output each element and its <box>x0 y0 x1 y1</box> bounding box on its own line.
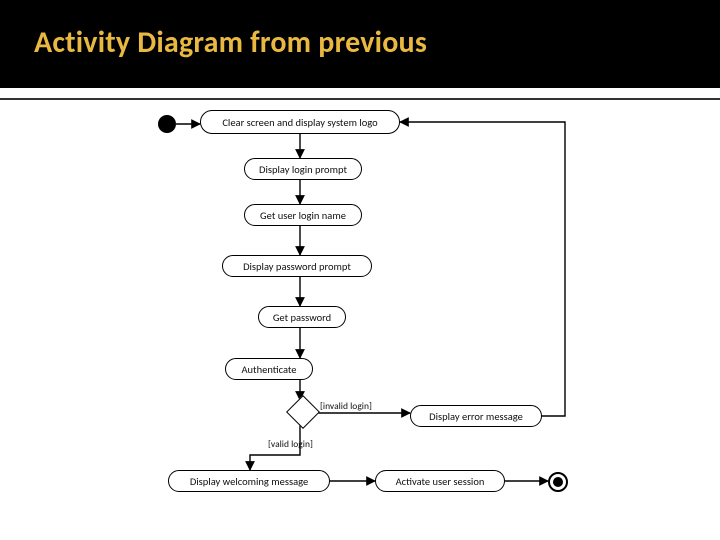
end-node <box>548 472 568 492</box>
action-node: Activate user session <box>375 470 505 492</box>
action-node: Get user login name <box>244 204 362 226</box>
action-node: Display login prompt <box>244 158 362 180</box>
action-node: Get password <box>258 306 346 328</box>
action-node: Display welcoming message <box>168 470 330 492</box>
action-node: Authenticate <box>225 358 313 380</box>
action-node: Display error message <box>410 405 542 427</box>
guard-label: [valid login] <box>268 438 313 450</box>
edge <box>400 122 565 416</box>
diagram-canvas: Clear screen and display system logo Disp… <box>0 100 720 540</box>
start-node <box>158 115 176 133</box>
guard-label: [invalid login] <box>320 400 372 412</box>
action-node: Display password prompt <box>222 255 372 277</box>
page-title: Activity Diagram from previous <box>34 24 427 61</box>
action-node: Clear screen and display system logo <box>200 110 400 134</box>
